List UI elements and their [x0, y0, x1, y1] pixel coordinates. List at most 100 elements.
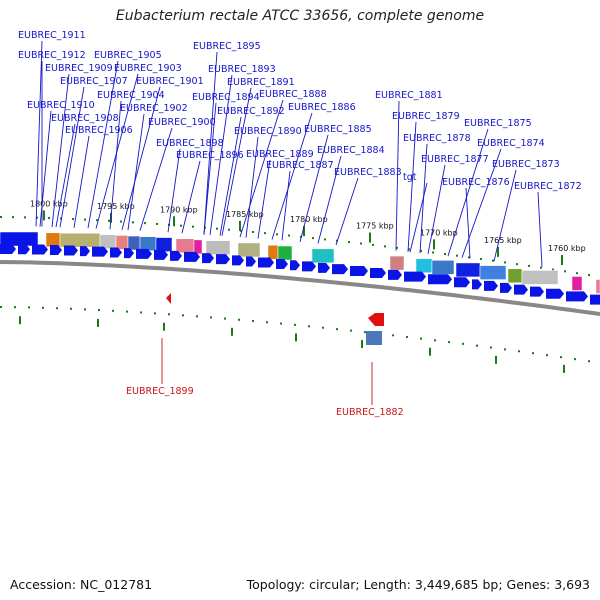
- gene-arrow: [530, 286, 544, 297]
- feature-block: [595, 279, 600, 294]
- tick-dot: [516, 263, 518, 266]
- gene-leader-line: [395, 100, 400, 251]
- gene-label: EUBREC_1890: [234, 126, 302, 137]
- inner-tick-dot: [322, 326, 324, 329]
- inner-tick-dot: [56, 307, 58, 310]
- gene-label: EUBREC_1898: [156, 138, 224, 149]
- accession-label: Accession: NC_012781: [10, 577, 153, 592]
- gene-leader-line: [203, 51, 218, 235]
- gene-leader-line: [493, 169, 517, 262]
- tick-dot: [12, 216, 14, 219]
- gene-label: EUBREC_1902: [120, 103, 188, 114]
- genome-backbone: [0, 260, 600, 316]
- inner-tick-dot: [70, 307, 72, 310]
- feature-block: [507, 268, 523, 284]
- gene-label: tgt: [403, 172, 417, 183]
- inner-tick-dot: [168, 313, 170, 316]
- inner-tick-dot: [434, 339, 436, 342]
- gene-arrow: [590, 294, 600, 305]
- tick-dot: [228, 228, 230, 231]
- inner-tick-dot: [280, 322, 282, 325]
- gene-label: EUBREC_1911: [18, 30, 86, 41]
- gene-label: EUBREC_1889: [246, 149, 314, 160]
- gene-arrow: [136, 248, 152, 259]
- kbp-tick-label: 1760 kbp: [548, 244, 586, 253]
- inner-tick-dot: [588, 360, 590, 363]
- gene-arrow: [32, 244, 48, 255]
- gene-leader-line: [281, 170, 291, 241]
- gene-label: EUBREC_1881: [375, 90, 443, 101]
- tick-dot: [180, 224, 182, 227]
- gene-arrow: [92, 246, 108, 257]
- feature-block: [45, 232, 61, 248]
- gene-label: EUBREC_1875: [464, 118, 532, 129]
- gene-arrow: [110, 247, 122, 258]
- inner-tick-dot: [210, 316, 212, 319]
- gene-leader-line: [419, 143, 428, 254]
- tick-dot: [216, 227, 218, 230]
- tick-dot: [588, 274, 590, 277]
- inner-tick-dot: [112, 309, 114, 312]
- gene-leader-line: [109, 100, 122, 230]
- feature-block: [479, 265, 507, 280]
- inner-tick-dot: [504, 348, 506, 351]
- gene-leader-line: [59, 86, 85, 228]
- gene-leader-line: [427, 164, 446, 255]
- tick-dot: [408, 248, 410, 251]
- gene-arrow: [80, 246, 90, 257]
- gene-leader-line: [167, 148, 181, 233]
- tick-dot: [432, 251, 434, 254]
- gene-leader-line: [35, 40, 43, 227]
- inner-tick-dot: [546, 354, 548, 357]
- gene-arrow: [404, 271, 426, 282]
- inner-tick-dot: [154, 312, 156, 315]
- gene-leader-line: [127, 113, 145, 231]
- gene-label: EUBREC_1909: [45, 63, 113, 74]
- gene-arrow: [472, 279, 482, 290]
- tick-dot: [552, 268, 554, 271]
- inner-tick-dot: [532, 352, 534, 355]
- kbp-tick-label: 1800 kbp: [30, 199, 68, 208]
- gene-arrow: [154, 249, 168, 260]
- tick-dot: [468, 256, 470, 259]
- feature-block: [0, 231, 39, 247]
- gene-arrow: [216, 254, 230, 265]
- gene-leader-line: [73, 135, 90, 228]
- gene-label: EUBREC_1900: [148, 117, 216, 128]
- inner-tick-dot: [238, 318, 240, 321]
- gene-label: EUBREC_1894: [192, 92, 260, 103]
- gene-arrow: [500, 282, 512, 293]
- inner-tick-dot: [266, 321, 268, 324]
- feature-block: [59, 232, 101, 248]
- tick-dot: [324, 238, 326, 241]
- tick-dot: [396, 246, 398, 249]
- tick-dot: [0, 216, 2, 218]
- gene-label: EUBREC_1912: [18, 50, 86, 61]
- tick-dot: [528, 264, 530, 267]
- inner-tick-dot: [448, 341, 450, 344]
- feature-block: [155, 237, 173, 252]
- inner-tick-dot: [42, 306, 44, 309]
- gene-leader-line: [139, 127, 173, 231]
- tick-dot: [48, 217, 50, 220]
- gene-arrow: [514, 284, 528, 295]
- gene-label: EUBREC_1891: [227, 77, 295, 88]
- gene-leader-line: [239, 99, 284, 238]
- gene-label: EUBREC_1910: [27, 100, 95, 111]
- inner-tick-dot: [364, 331, 366, 334]
- gene-arrow: [202, 253, 214, 264]
- inner-tick-dot: [336, 328, 338, 331]
- inner-tick-dot: [392, 334, 394, 337]
- kbp-tick-label: 1780 kbp: [290, 215, 328, 224]
- gene-leader-line: [51, 73, 70, 228]
- inner-tick-dot: [294, 323, 296, 326]
- tick-dot: [264, 232, 266, 235]
- gene-arrow: [246, 256, 256, 267]
- gene-arrow: [258, 257, 274, 268]
- gene-label: EUBREC_1885: [304, 124, 372, 135]
- tick-dot: [36, 216, 38, 219]
- inner-tick-dot: [560, 356, 562, 359]
- feature-block: [431, 260, 455, 275]
- tick-dot: [84, 218, 86, 221]
- tick-dot: [456, 254, 458, 257]
